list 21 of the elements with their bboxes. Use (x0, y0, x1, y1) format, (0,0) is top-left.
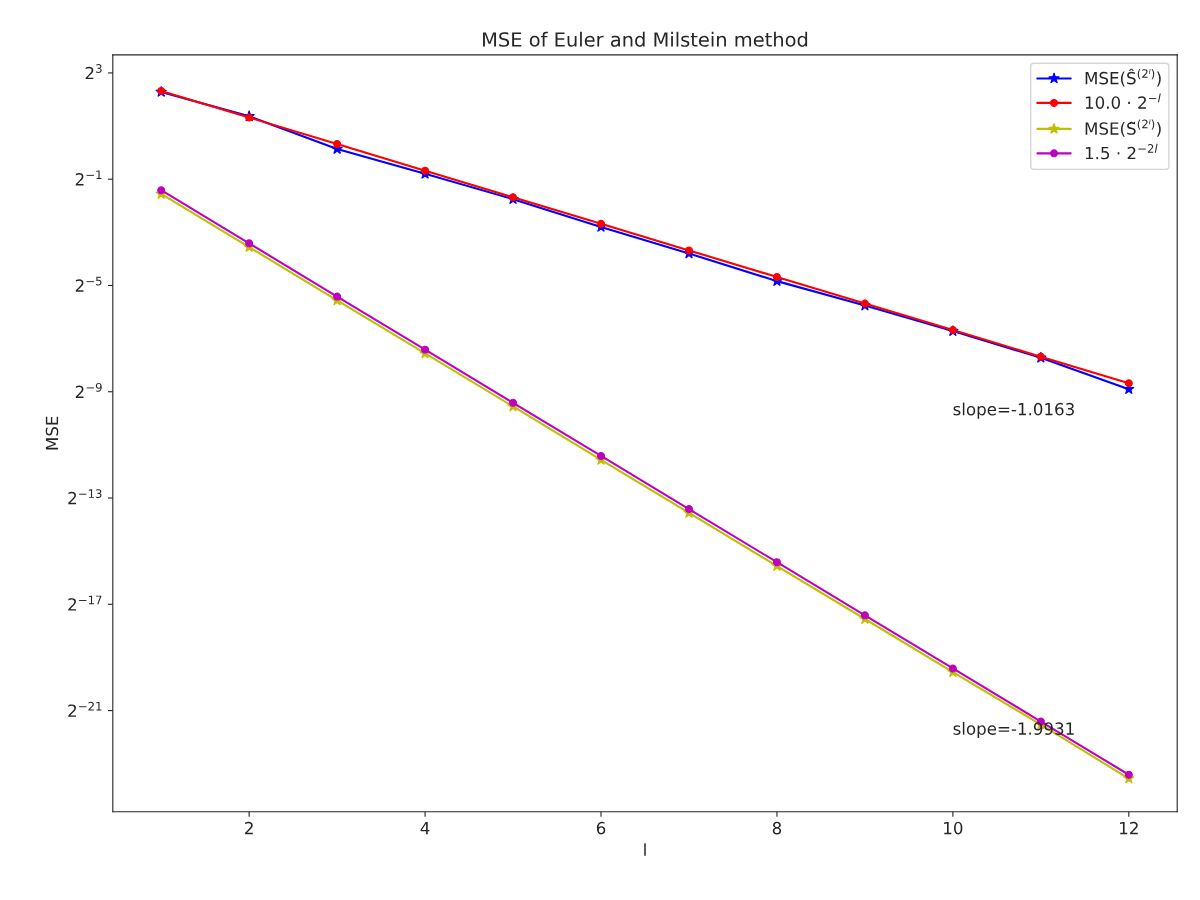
y-tick-label: 2$^{−21}$ (68, 701, 102, 717)
legend-label: 1.5 · 2$^{−2l}$ (1085, 143, 1158, 160)
x-tick-label: 2 (245, 821, 253, 835)
y-tick-label: 2$^{−9}$ (75, 382, 102, 398)
x-tick-label: 4 (420, 822, 430, 835)
x-tick-label: 10 (944, 821, 963, 835)
x-tick-label: 8 (772, 821, 782, 835)
x-axis-title: l (644, 843, 646, 856)
y-tick-label: 2$^{−17}$ (68, 595, 102, 611)
legend-label: MSE(Ŝ$^{(2ˡ)}$) (1085, 68, 1161, 87)
chart-title: MSE of Euler and Milstein method (483, 31, 808, 47)
y-tick-label: 2$^{−13}$ (68, 489, 102, 505)
y-tick-label: 2$^{−1}$ (75, 170, 102, 186)
y-tick-label: 2$^{−5}$ (75, 276, 102, 292)
legend-label: 10.0 · 2$^{−l}$ (1085, 93, 1161, 109)
y-tick-label: 2$^{3}$ (85, 64, 102, 80)
x-tick-label: 12 (1120, 821, 1138, 835)
annotation: slope=-1.0163 (953, 402, 1074, 419)
x-tick-label: 6 (596, 821, 606, 835)
y-axis-title: MSE (45, 416, 59, 450)
legend-label: MSE(S̃$^{(2ˡ)}$) (1085, 119, 1161, 137)
